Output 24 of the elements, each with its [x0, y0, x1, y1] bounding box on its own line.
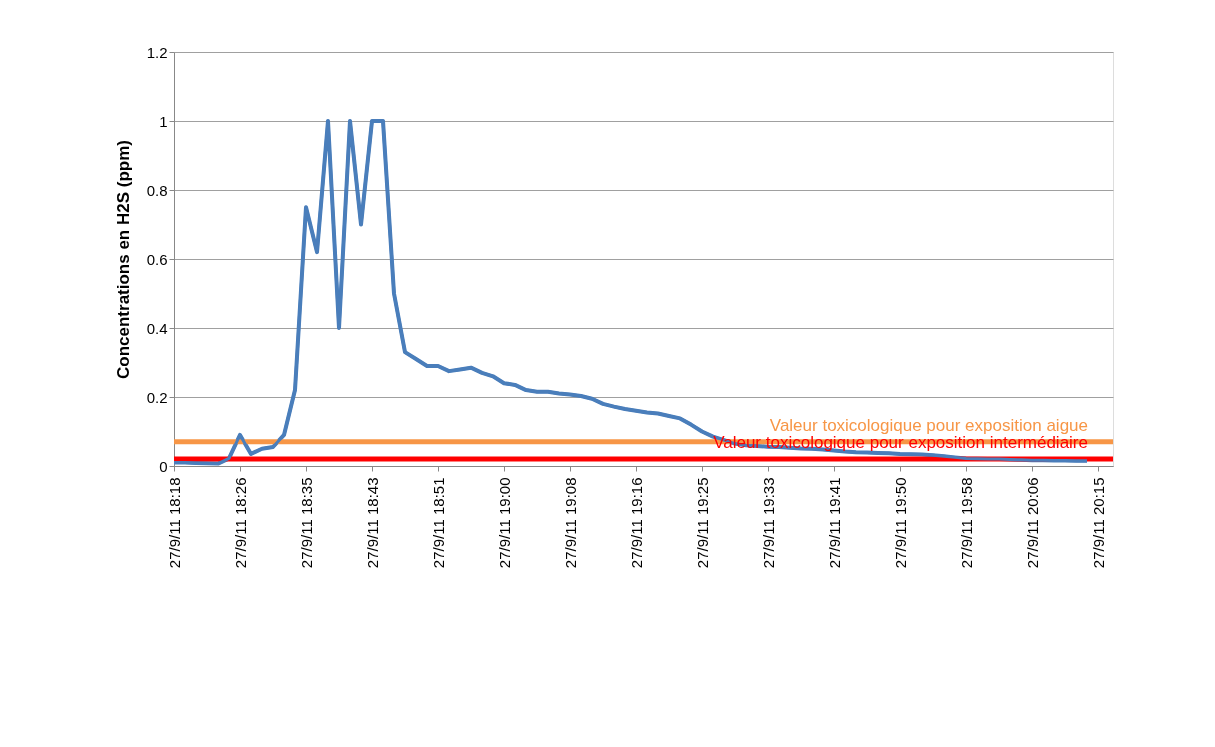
x-tick-label: 27/9/11 19:25 [693, 477, 711, 569]
x-tick-label: 27/9/11 18:18 [165, 477, 183, 569]
x-tick-label: 27/9/11 19:33 [759, 477, 777, 569]
x-tick-label: 27/9/11 19:41 [825, 477, 843, 569]
y-tick-label: 0.4 [146, 319, 168, 337]
x-tick-label: 27/9/11 18:43 [363, 477, 381, 569]
ref-line-label: Valeur toxicologique pour exposition aigue [769, 415, 1088, 435]
y-tick-label: 0 [159, 457, 168, 475]
x-tick-label: 27/9/11 20:15 [1089, 477, 1107, 569]
x-tick-label: 27/9/11 19:00 [495, 477, 513, 569]
y-tick-label: 1.2 [146, 43, 168, 61]
y-tick-label: 0.6 [146, 250, 168, 268]
x-tick-label: 27/9/11 19:16 [627, 477, 645, 569]
y-tick-label: 1 [159, 112, 168, 130]
x-tick-label: 27/9/11 18:51 [429, 477, 447, 569]
x-tick-label: 27/9/11 18:35 [297, 477, 315, 569]
x-tick-label: 27/9/11 19:50 [891, 477, 909, 569]
y-tick-label: 0.2 [146, 388, 168, 406]
y-axis-title: Concentrations en H2S (ppm) [113, 140, 133, 379]
y-tick-label: 0.8 [146, 181, 168, 199]
x-tick-label: 27/9/11 19:08 [561, 477, 579, 569]
x-tick-label: 27/9/11 18:26 [231, 477, 249, 569]
x-tick-label: 27/9/11 20:06 [1023, 477, 1041, 569]
x-tick-label: 27/9/11 19:58 [957, 477, 975, 569]
